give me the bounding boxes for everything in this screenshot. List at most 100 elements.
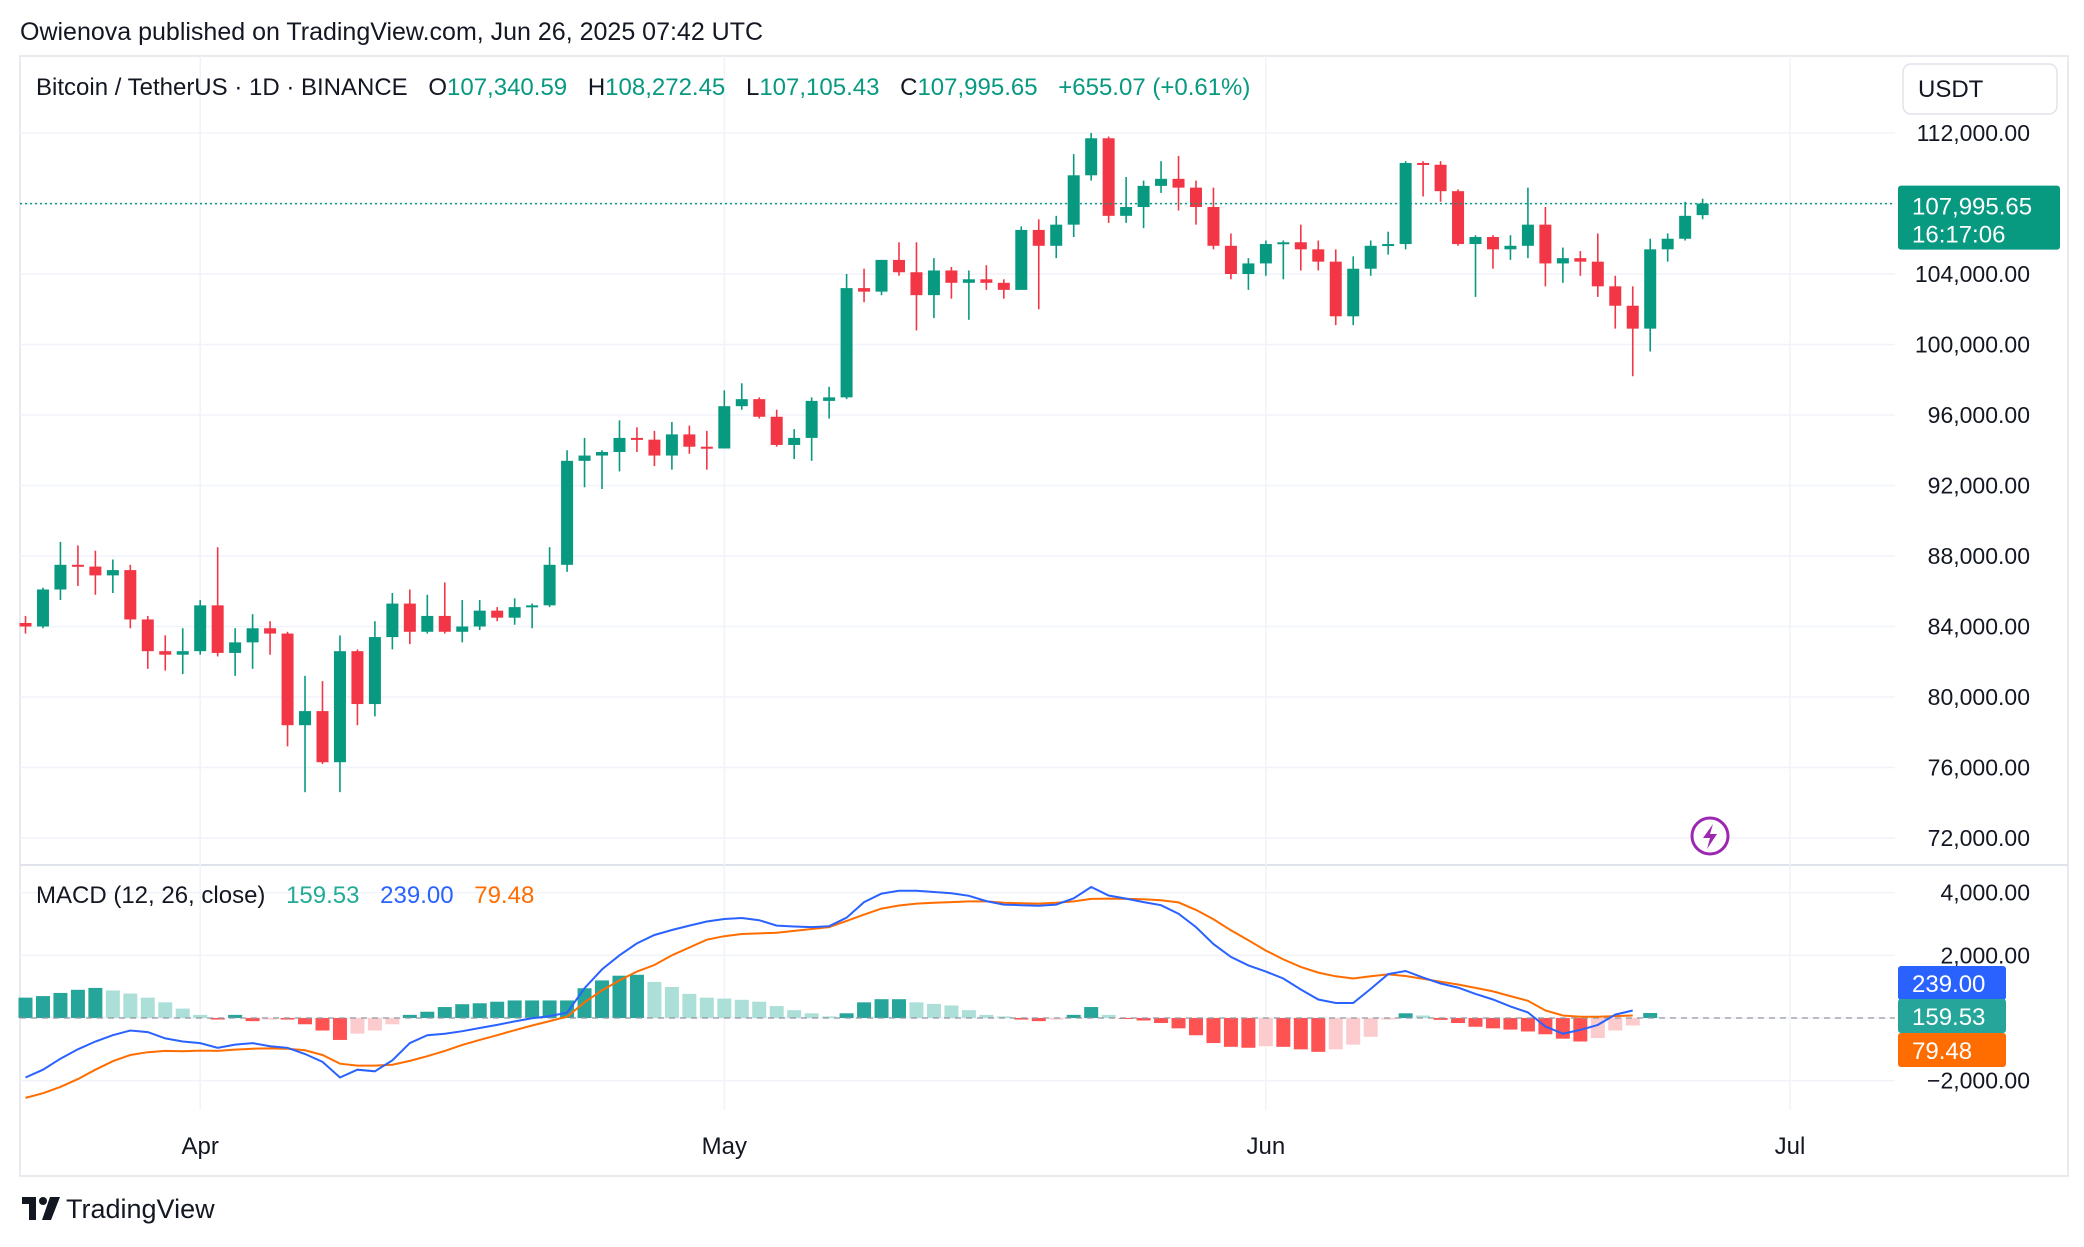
candle-body (36, 589, 49, 627)
last-price-badge (1898, 185, 2060, 250)
candle-down (648, 430, 661, 467)
candle-up (1556, 247, 1569, 283)
candle-body (229, 642, 242, 653)
histogram-bar (70, 989, 85, 1018)
histogram-bar (1084, 1007, 1099, 1018)
candle-body (1644, 249, 1657, 329)
candle-body (753, 399, 766, 417)
candle-down (1172, 155, 1185, 211)
macd-title[interactable]: MACD (12, 26, close) (36, 882, 265, 909)
change-value: +655.07 (+0.61%) (1058, 74, 1250, 101)
candle-body (823, 397, 836, 401)
candle-body (718, 406, 731, 449)
candle-body (333, 651, 346, 763)
candle-up (368, 621, 381, 717)
candle-body (1382, 244, 1395, 247)
histogram-bar (542, 1000, 557, 1018)
candle-body (159, 651, 172, 655)
open-label: O (428, 74, 447, 101)
candle-up (596, 450, 609, 490)
candle-body (1312, 249, 1325, 262)
candle-down (893, 242, 905, 276)
candle-body (1155, 178, 1168, 186)
candle-down (1486, 235, 1499, 269)
candle-body (1137, 185, 1150, 208)
histogram-bar (1643, 1013, 1658, 1018)
candle-down (910, 242, 923, 331)
candle-down (71, 545, 84, 586)
signal-value-badge (1898, 1033, 2006, 1067)
candle-body (1486, 236, 1499, 250)
candle-up (1050, 215, 1063, 259)
candle-up (456, 600, 469, 643)
candle-body (840, 288, 853, 398)
candle-body (700, 446, 713, 449)
histogram-bar (944, 1005, 959, 1018)
candle-down (124, 564, 137, 629)
candle-body (1661, 238, 1674, 250)
macd-legend[interactable]: MACD (12, 26, close) 159.53 239.00 79.48 (36, 882, 534, 909)
time-axis: Apr May Jun Jul (182, 1133, 1806, 1160)
symbol-legend[interactable]: Bitcoin / TetherUS · 1D · BINANCE O107,3… (36, 74, 1250, 101)
histogram-bar (315, 1018, 330, 1031)
histogram-bar (769, 1006, 784, 1018)
candle-down (403, 589, 416, 645)
candle-body (1085, 138, 1098, 176)
candle-down (945, 266, 958, 299)
histogram-bar (839, 1013, 854, 1018)
histogram-bar (734, 999, 749, 1018)
histogram-value-badge (1898, 999, 2006, 1033)
candle-body (403, 603, 416, 632)
candle-body (89, 566, 102, 576)
histogram-bar (228, 1014, 243, 1018)
histogram-bar (332, 1018, 347, 1040)
histogram-bar (1520, 1018, 1535, 1032)
histogram-bar (1154, 1018, 1169, 1024)
candle-down (89, 550, 102, 595)
symbol-name[interactable]: Bitcoin / TetherUS · 1D · BINANCE (36, 74, 408, 101)
histogram-bar (490, 1001, 505, 1018)
published-text: Owienova published on TradingView.com, J… (20, 18, 763, 46)
candle-up (1399, 161, 1412, 250)
lightning-icon[interactable] (1690, 816, 1730, 856)
candle-body (858, 288, 871, 292)
histogram-bar (1031, 1018, 1046, 1022)
price-tick-label: 92,000.00 (1928, 473, 2030, 499)
footer-brand: TradingView (66, 1194, 215, 1224)
candles (19, 133, 1895, 793)
histogram-bar (1555, 1018, 1570, 1039)
signal-value-badge-text: 79.48 (1912, 1038, 1972, 1065)
candle-up (106, 559, 119, 594)
candle-body (893, 259, 905, 273)
currency-button[interactable] (1902, 63, 2058, 115)
candle-body (106, 570, 119, 576)
high-value: 108,272.45 (605, 74, 725, 101)
close-label: C (900, 74, 917, 101)
histogram-bar (1119, 1018, 1134, 1019)
histogram-bar (1293, 1018, 1308, 1050)
candle-down (700, 430, 713, 470)
candle-up (421, 594, 434, 634)
candle-body (491, 610, 504, 618)
candle-body (1504, 245, 1517, 250)
macd-value-badge-text: 239.00 (1912, 971, 1985, 998)
histogram-bar (1468, 1018, 1483, 1027)
candle-down (1591, 233, 1604, 297)
histogram-bar (1136, 1018, 1151, 1021)
time-tick-label: Jul (1775, 1133, 1806, 1160)
histogram-bar (787, 1010, 802, 1018)
candle-body (1556, 258, 1569, 264)
histogram-bar (961, 1010, 976, 1018)
candle-body (438, 615, 451, 632)
candle-body (683, 434, 696, 447)
candle-body (1452, 191, 1465, 245)
candle-down (1434, 161, 1447, 202)
candle-down (753, 397, 766, 419)
macd-line-value: 239.00 (380, 882, 453, 909)
candle-body (473, 610, 486, 627)
histogram-bar (647, 981, 662, 1018)
histogram-bar (280, 1018, 295, 1020)
histogram-bar (1451, 1018, 1466, 1024)
currency-label[interactable]: USDT (1918, 76, 1984, 103)
candle-up (1504, 235, 1517, 260)
